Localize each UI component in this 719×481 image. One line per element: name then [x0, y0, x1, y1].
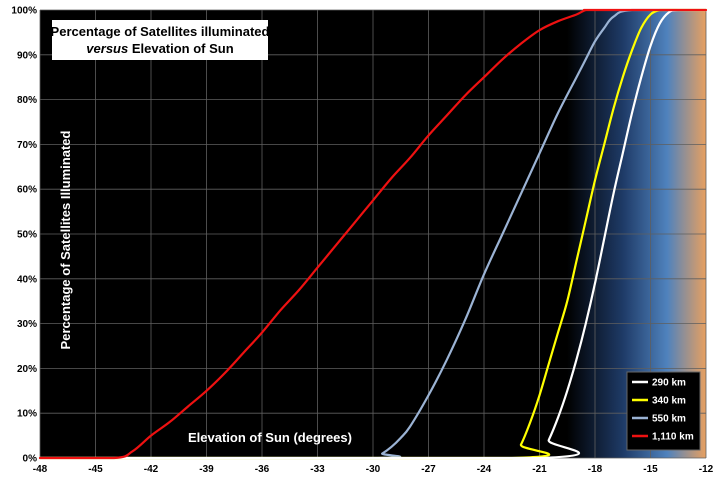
y-axis-label: Percentage of Satellites Illuminated	[58, 130, 73, 349]
chart-title-line1: Percentage of Satellites illuminated	[51, 24, 270, 39]
legend-label: 550 km	[652, 414, 686, 425]
gridlines	[39, 9, 707, 459]
y-tick-label: 20%	[17, 364, 37, 375]
x-tick-label: -33	[310, 464, 325, 475]
y-tick-label: 30%	[17, 319, 37, 330]
y-tick-label: 0%	[23, 454, 38, 465]
legend-label: 1,110 km	[652, 432, 694, 443]
series-line-550-km	[38, 8, 708, 460]
x-tick-label: -27	[421, 464, 436, 475]
y-tick-label: 90%	[17, 50, 37, 61]
x-axis-label: Elevation of Sun (degrees)	[188, 430, 352, 445]
series-line-340-km	[38, 8, 708, 460]
y-tick-label: 60%	[17, 185, 37, 196]
x-tick-label: -15	[643, 464, 658, 475]
x-tick-label: -42	[144, 464, 159, 475]
chart-title-emphasis: versus	[86, 41, 128, 56]
legend-label: 340 km	[652, 396, 686, 407]
y-tick-label: 70%	[17, 140, 37, 151]
y-tick-label: 100%	[11, 6, 37, 17]
series-line-290-km	[38, 8, 708, 460]
x-tick-label: -30	[366, 464, 381, 475]
x-tick-label: -12	[699, 464, 714, 475]
x-tick-label: -48	[33, 464, 48, 475]
chart-title-background	[52, 20, 268, 60]
chart-title-box: Percentage of Satellites illuminated ver…	[51, 20, 270, 60]
x-tick-label: -24	[477, 464, 492, 475]
y-tick-label: 50%	[17, 230, 37, 241]
legend: 290 km 340 km 550 km 1,110 km	[626, 371, 701, 451]
x-tick-label: -18	[588, 464, 603, 475]
y-tick-labels: 0% 10% 20% 30% 40% 50% 60% 70% 80% 90% 100%	[11, 6, 37, 465]
x-tick-label: -39	[199, 464, 214, 475]
series-lines	[38, 8, 708, 460]
y-tick-label: 10%	[17, 409, 37, 420]
x-tick-label: -21	[532, 464, 547, 475]
legend-label: 290 km	[652, 378, 686, 389]
series-line-1-110-km	[38, 8, 708, 460]
chart-title-line2: versus Elevation of Sun	[86, 41, 233, 56]
x-tick-label: -45	[88, 464, 103, 475]
x-tick-labels: -48 -45 -42 -39 -36 -33 -30 -27 -24 -21 -18 -15 -12	[33, 464, 714, 475]
y-tick-label: 80%	[17, 95, 37, 106]
y-tick-label: 40%	[17, 274, 37, 285]
x-tick-label: -36	[255, 464, 270, 475]
chart-title-rest: Elevation of Sun	[128, 41, 234, 56]
